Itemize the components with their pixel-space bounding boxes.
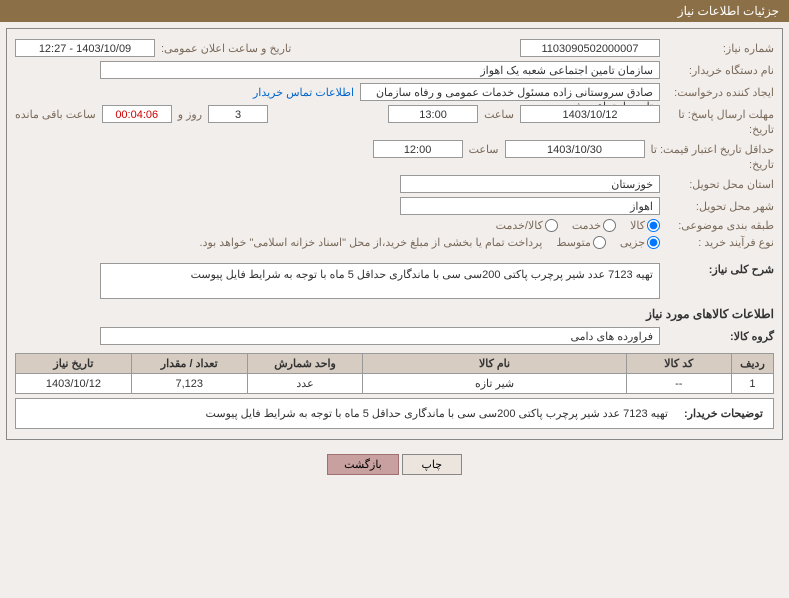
label-buyer-notes: توضیحات خریدار: — [674, 399, 773, 428]
cell-date: 1403/10/12 — [16, 374, 132, 394]
field-response-date: 1403/10/12 — [520, 105, 660, 123]
row-subject-class: طبقه بندی موضوعی: کالا خدمت کالا/خدمت — [15, 219, 774, 232]
button-row: چاپ بازگشت — [6, 454, 783, 475]
field-province: خوزستان — [400, 175, 660, 193]
row-city: شهر محل تحویل: اهواز — [15, 197, 774, 215]
goods-table: ردیف کد کالا نام کالا واحد شمارش تعداد /… — [15, 353, 774, 394]
field-days-left: 3 — [208, 105, 268, 123]
table-row: 1 -- شیر تازه عدد 7,123 1403/10/12 — [16, 374, 774, 394]
radio-kala[interactable]: کالا — [630, 219, 660, 232]
label-response-deadline: مهلت ارسال پاسخ: تا — [666, 108, 774, 121]
row-province: استان محل تحویل: خوزستان — [15, 175, 774, 193]
label-purchase-type: نوع فرآیند خرید : — [666, 236, 774, 249]
field-timer: 00:04:06 — [102, 105, 172, 123]
label-subject-class: طبقه بندی موضوعی: — [666, 219, 774, 232]
window-title: جزئیات اطلاعات نیاز — [678, 4, 779, 18]
label-days-and: روز و — [178, 108, 202, 121]
content: شماره نیاز: 1103090502000007 تاریخ و ساع… — [0, 22, 789, 481]
th-date: تاریخ نیاز — [16, 354, 132, 374]
field-buyer-org: سازمان تامین اجتماعی شعبه یک اهواز — [100, 61, 660, 79]
row-response-deadline: مهلت ارسال پاسخ: تا 1403/10/12 ساعت 13:0… — [15, 105, 774, 123]
field-price-time: 12:00 — [373, 140, 463, 158]
subject-class-group: کالا خدمت کالا/خدمت — [496, 219, 660, 232]
label-price-validity: حداقل تاریخ اعتبار قیمت: تا — [651, 143, 774, 156]
label-city: شهر محل تحویل: — [666, 200, 774, 213]
cell-code: -- — [626, 374, 731, 394]
label-announce: تاریخ و ساعت اعلان عمومی: — [161, 42, 291, 55]
field-need-desc: تهیه 7123 عدد شیر پرچرب پاکتی 200سی سی ب… — [100, 263, 660, 299]
th-row: ردیف — [731, 354, 773, 374]
row-need-desc: شرح کلی نیاز: تهیه 7123 عدد شیر پرچرب پا… — [15, 263, 774, 299]
field-announce: 1403/10/09 - 12:27 — [15, 39, 155, 57]
field-goods-group: فراورده های دامی — [100, 327, 660, 345]
row-date-sub-2: تاریخ: — [15, 158, 774, 171]
cell-name: شیر تازه — [363, 374, 626, 394]
th-name: نام کالا — [363, 354, 626, 374]
table-header-row: ردیف کد کالا نام کالا واحد شمارش تعداد /… — [16, 354, 774, 374]
label-buyer-org: نام دستگاه خریدار: — [666, 64, 774, 77]
label-province: استان محل تحویل: — [666, 178, 774, 191]
form-panel: شماره نیاز: 1103090502000007 تاریخ و ساع… — [6, 28, 783, 440]
field-need-number: 1103090502000007 — [520, 39, 660, 57]
buyer-notes-box: توضیحات خریدار: تهیه 7123 عدد شیر پرچرب … — [15, 398, 774, 429]
goods-info-title: اطلاعات کالاهای مورد نیاز — [15, 307, 774, 321]
radio-motavaset[interactable]: متوسط — [556, 236, 606, 249]
row-requester: ایجاد کننده درخواست: صادق سروستانی زاده … — [15, 83, 774, 101]
label-time-2: ساعت — [469, 143, 499, 156]
label-need-number: شماره نیاز: — [666, 42, 774, 55]
titlebar: جزئیات اطلاعات نیاز — [0, 0, 789, 22]
th-qty: تعداد / مقدار — [131, 354, 247, 374]
radio-both[interactable]: کالا/خدمت — [496, 219, 558, 232]
th-code: کد کالا — [626, 354, 731, 374]
label-need-desc: شرح کلی نیاز: — [666, 263, 774, 276]
label-date-1: تاریخ: — [666, 123, 774, 136]
buyer-notes-text: تهیه 7123 عدد شیر پرچرب پاکتی 200سی سی ب… — [16, 399, 674, 428]
label-requester: ایجاد کننده درخواست: — [666, 86, 774, 99]
row-date-sub-1: تاریخ: — [15, 123, 774, 136]
print-button[interactable]: چاپ — [402, 454, 462, 475]
radio-jozi[interactable]: جزیی — [620, 236, 660, 249]
row-buyer-org: نام دستگاه خریدار: سازمان تامین اجتماعی … — [15, 61, 774, 79]
payment-note: پرداخت تمام یا بخشی از مبلغ خرید،از محل … — [200, 236, 543, 249]
field-response-time: 13:00 — [388, 105, 478, 123]
field-city: اهواز — [400, 197, 660, 215]
th-unit: واحد شمارش — [247, 354, 363, 374]
cell-row: 1 — [731, 374, 773, 394]
field-requester: صادق سروستانی زاده مسئول خدمات عمومی و ر… — [360, 83, 660, 101]
label-time-1: ساعت — [484, 108, 514, 121]
label-goods-group: گروه کالا: — [666, 330, 774, 343]
label-remaining: ساعت باقی مانده — [15, 108, 96, 121]
label-date-2: تاریخ: — [666, 158, 774, 171]
window: جزئیات اطلاعات نیاز شماره نیاز: 11030905… — [0, 0, 789, 598]
row-price-validity: حداقل تاریخ اعتبار قیمت: تا 1403/10/30 س… — [15, 140, 774, 158]
row-purchase-type: نوع فرآیند خرید : جزیی متوسط پرداخت تمام… — [15, 236, 774, 249]
back-button[interactable]: بازگشت — [327, 454, 399, 475]
contact-link[interactable]: اطلاعات تماس خریدار — [253, 86, 354, 99]
purchase-type-group: جزیی متوسط — [556, 236, 660, 249]
row-need-number: شماره نیاز: 1103090502000007 تاریخ و ساع… — [15, 39, 774, 57]
radio-khadamat[interactable]: خدمت — [572, 219, 616, 232]
cell-unit: عدد — [247, 374, 363, 394]
cell-qty: 7,123 — [131, 374, 247, 394]
row-goods-group: گروه کالا: فراورده های دامی — [15, 327, 774, 345]
field-price-date: 1403/10/30 — [505, 140, 645, 158]
